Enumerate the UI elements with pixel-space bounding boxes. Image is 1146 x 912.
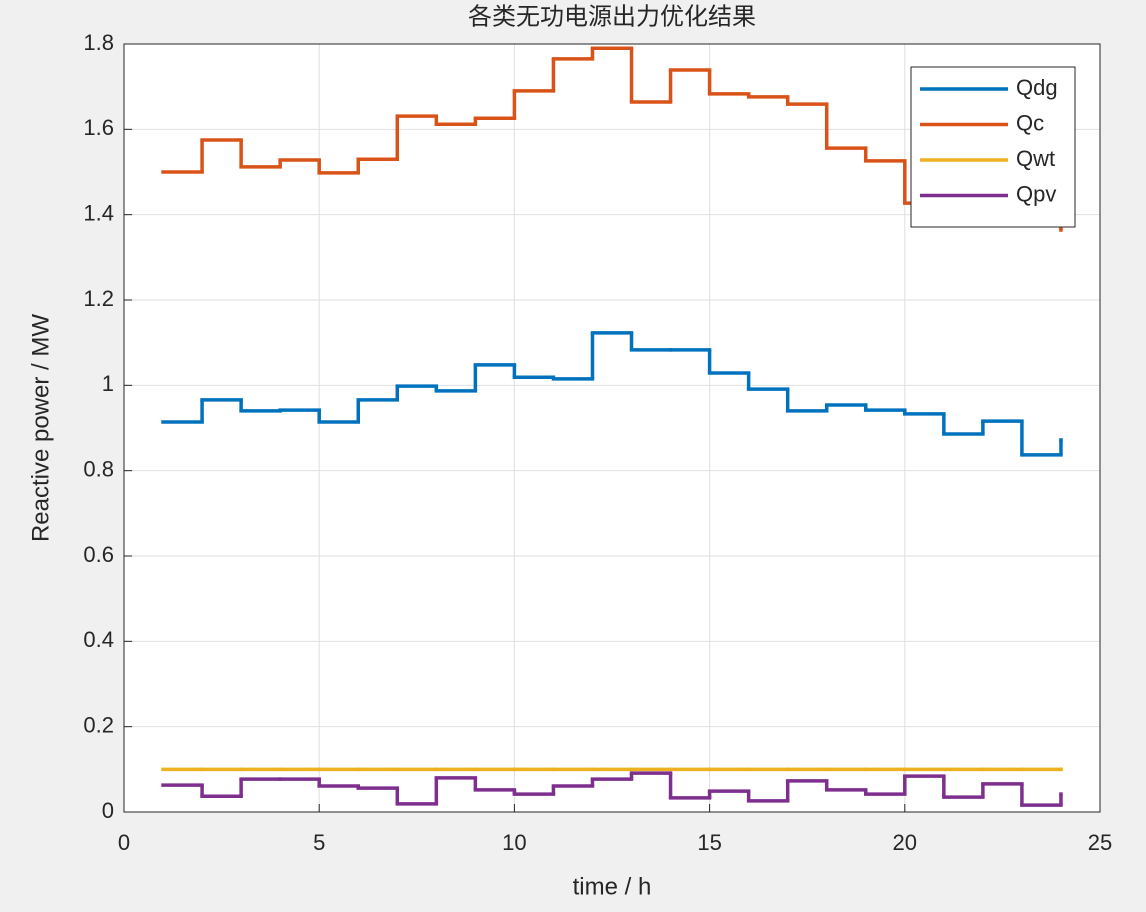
y-tick-label: 1: [102, 371, 114, 396]
legend-box: [910, 66, 1076, 228]
y-tick-label: 1.6: [83, 115, 114, 140]
legend: Qdg Qc Qwt Qpv: [910, 66, 1076, 228]
x-tick-label: 5: [313, 830, 325, 855]
x-axis-label: time / h: [573, 873, 652, 900]
x-tick-label: 0: [118, 830, 130, 855]
legend-label: Qdg: [1016, 75, 1058, 100]
x-tick-label: 10: [502, 830, 526, 855]
legend-label: Qpv: [1016, 181, 1056, 206]
y-tick-label: 1.8: [83, 30, 114, 55]
chart-title: 各类无功电源出力优化结果: [468, 3, 756, 30]
y-tick-label: 1.4: [83, 200, 114, 225]
y-tick-label: 0: [102, 798, 114, 823]
x-tick-label: 20: [893, 830, 917, 855]
y-tick-label: 0.8: [83, 456, 114, 481]
y-tick-label: 0.6: [83, 542, 114, 567]
x-tick-label: 25: [1088, 830, 1112, 855]
axes-box: [123, 43, 1101, 813]
y-tick-label: 0.4: [83, 627, 114, 652]
legend-label: Qwt: [1016, 146, 1055, 171]
y-tick-label: 1.2: [83, 286, 114, 311]
y-axis-label: Reactive power / MW: [27, 314, 54, 542]
y-tick-label: 0.2: [83, 712, 114, 737]
legend-label: Qc: [1016, 110, 1044, 135]
x-tick-label: 15: [697, 830, 721, 855]
